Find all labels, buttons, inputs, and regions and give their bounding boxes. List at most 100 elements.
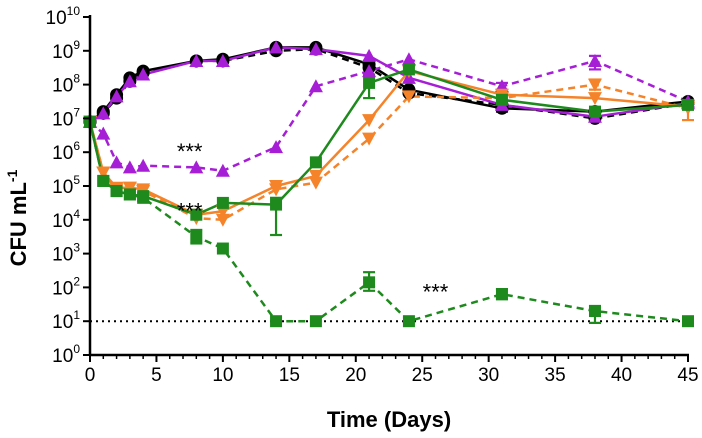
data-point-green-solid <box>682 98 694 111</box>
y-tick-exp: 10 <box>67 4 81 18</box>
y-tick-exp: 6 <box>73 139 80 153</box>
data-point-green-solid <box>309 156 322 169</box>
data-point-orange-dashed <box>401 90 416 104</box>
significance-annotation: *** <box>177 139 203 164</box>
data-point-purple-solid <box>136 67 151 81</box>
data-point-green-dashed <box>309 315 322 328</box>
y-tick-base: 10 <box>52 346 73 367</box>
x-tick-label: 0 <box>85 365 96 386</box>
y-tick-base: 10 <box>52 245 73 266</box>
x-tick-label: 15 <box>279 365 300 386</box>
y-tick-label: 1010 <box>46 4 81 29</box>
data-point-green-solid <box>363 76 376 89</box>
y-tick-base: 10 <box>52 278 73 299</box>
data-point-purple-dashed <box>269 140 284 154</box>
data-point-purple-solid <box>122 74 137 88</box>
y-axis-title: CFU mL-1 <box>4 169 31 266</box>
y-tick-label: 105 <box>52 173 80 198</box>
data-point-orange-solid <box>587 92 602 106</box>
data-point-purple-dashed <box>362 64 377 78</box>
y-tick-base: 10 <box>52 211 73 232</box>
y-tick-base: 10 <box>52 76 73 97</box>
y-tick-base: 10 <box>52 177 73 198</box>
y-tick-label: 107 <box>52 105 80 130</box>
data-point-orange-dashed <box>215 213 230 227</box>
x-tick-label: 45 <box>677 365 698 386</box>
y-tick-exp: 4 <box>73 207 80 221</box>
y-tick-base: 10 <box>52 109 73 130</box>
y-tick-base: 10 <box>52 312 73 333</box>
data-point-orange-dashed <box>362 132 377 146</box>
data-point-green-dashed <box>682 315 694 328</box>
annotations: *** *** *** <box>177 139 449 304</box>
data-point-green-dashed <box>97 174 110 187</box>
data-point-orange-solid <box>362 114 377 128</box>
data-point-purple-solid <box>269 40 284 54</box>
data-point-purple-solid <box>215 53 230 67</box>
data-point-purple-dashed <box>401 52 416 66</box>
data-point-green-dashed <box>402 315 415 328</box>
series-lines <box>88 46 689 323</box>
data-point-purple-solid <box>96 106 111 120</box>
significance-annotation: *** <box>177 198 203 223</box>
data-point-purple-dashed <box>109 155 124 169</box>
y-tick-label: 102 <box>52 274 80 299</box>
data-point-green-solid <box>495 93 508 106</box>
data-point-green-dashed <box>110 185 123 198</box>
data-point-green-dashed <box>363 276 376 289</box>
data-point-green-dashed <box>137 191 150 204</box>
data-point-green-dashed <box>495 288 508 301</box>
series-line-green-dashed <box>88 121 689 323</box>
data-point-green-dashed <box>190 230 203 243</box>
data-point-green-solid <box>216 196 229 209</box>
data-point-purple-dashed <box>96 126 111 140</box>
y-tick-exp: 3 <box>73 241 80 255</box>
data-point-purple-dashed <box>189 160 204 174</box>
y-tick-base: 10 <box>52 42 73 63</box>
y-axis-title-main: CFU mL <box>6 182 31 266</box>
x-tick-label: 10 <box>212 365 233 386</box>
data-point-purple-dashed <box>215 163 230 177</box>
y-tick-exp: 7 <box>73 105 80 119</box>
data-point-green-dashed <box>270 315 283 328</box>
y-tick-label: 106 <box>52 139 80 164</box>
data-point-green-solid <box>402 63 415 76</box>
data-point-purple-dashed <box>122 160 137 174</box>
data-point-green-solid <box>270 198 283 211</box>
data-point-green-dashed <box>588 305 601 318</box>
data-point-green-dashed <box>123 188 136 201</box>
data-point-orange-dashed <box>122 181 137 195</box>
y-axis-title-exp: -1 <box>4 169 20 182</box>
series-markers <box>83 40 695 328</box>
y-tick-label: 103 <box>52 241 80 266</box>
data-point-purple-solid <box>109 89 124 103</box>
x-tick-label: 35 <box>545 365 566 386</box>
data-point-orange-dashed <box>269 183 284 197</box>
y-tick-exp: 1 <box>73 308 80 322</box>
data-point-orange-dashed <box>587 78 602 92</box>
x-axis-title: Time (Days) <box>327 407 451 432</box>
data-point-orange-solid <box>308 169 323 183</box>
y-tick-label: 104 <box>52 207 80 232</box>
y-tick-exp: 0 <box>73 342 80 356</box>
y-tick-label: 101 <box>52 308 80 333</box>
data-point-purple-solid <box>189 53 204 67</box>
data-point-purple-solid <box>362 48 377 62</box>
data-point-purple-dashed <box>308 79 323 93</box>
data-point-purple-dashed <box>136 158 151 172</box>
y-tick-label: 109 <box>52 38 80 63</box>
x-tick-label: 40 <box>611 365 632 386</box>
x-tick-label: 25 <box>412 365 433 386</box>
axes: 0 5 10 15 20 25 30 35 40 451001011021031041051061… <box>46 4 699 386</box>
data-point-orange-dashed <box>96 166 111 180</box>
y-tick-base: 10 <box>52 143 73 164</box>
y-tick-label: 100 <box>52 342 80 367</box>
x-tick-label: 5 <box>151 365 162 386</box>
significance-annotation: *** <box>423 279 449 304</box>
y-tick-exp: 2 <box>73 274 80 288</box>
data-point-orange-dashed <box>308 176 323 190</box>
y-tick-label: 108 <box>52 72 80 97</box>
x-tick-label: 30 <box>478 365 499 386</box>
data-point-green-solid <box>190 208 203 221</box>
